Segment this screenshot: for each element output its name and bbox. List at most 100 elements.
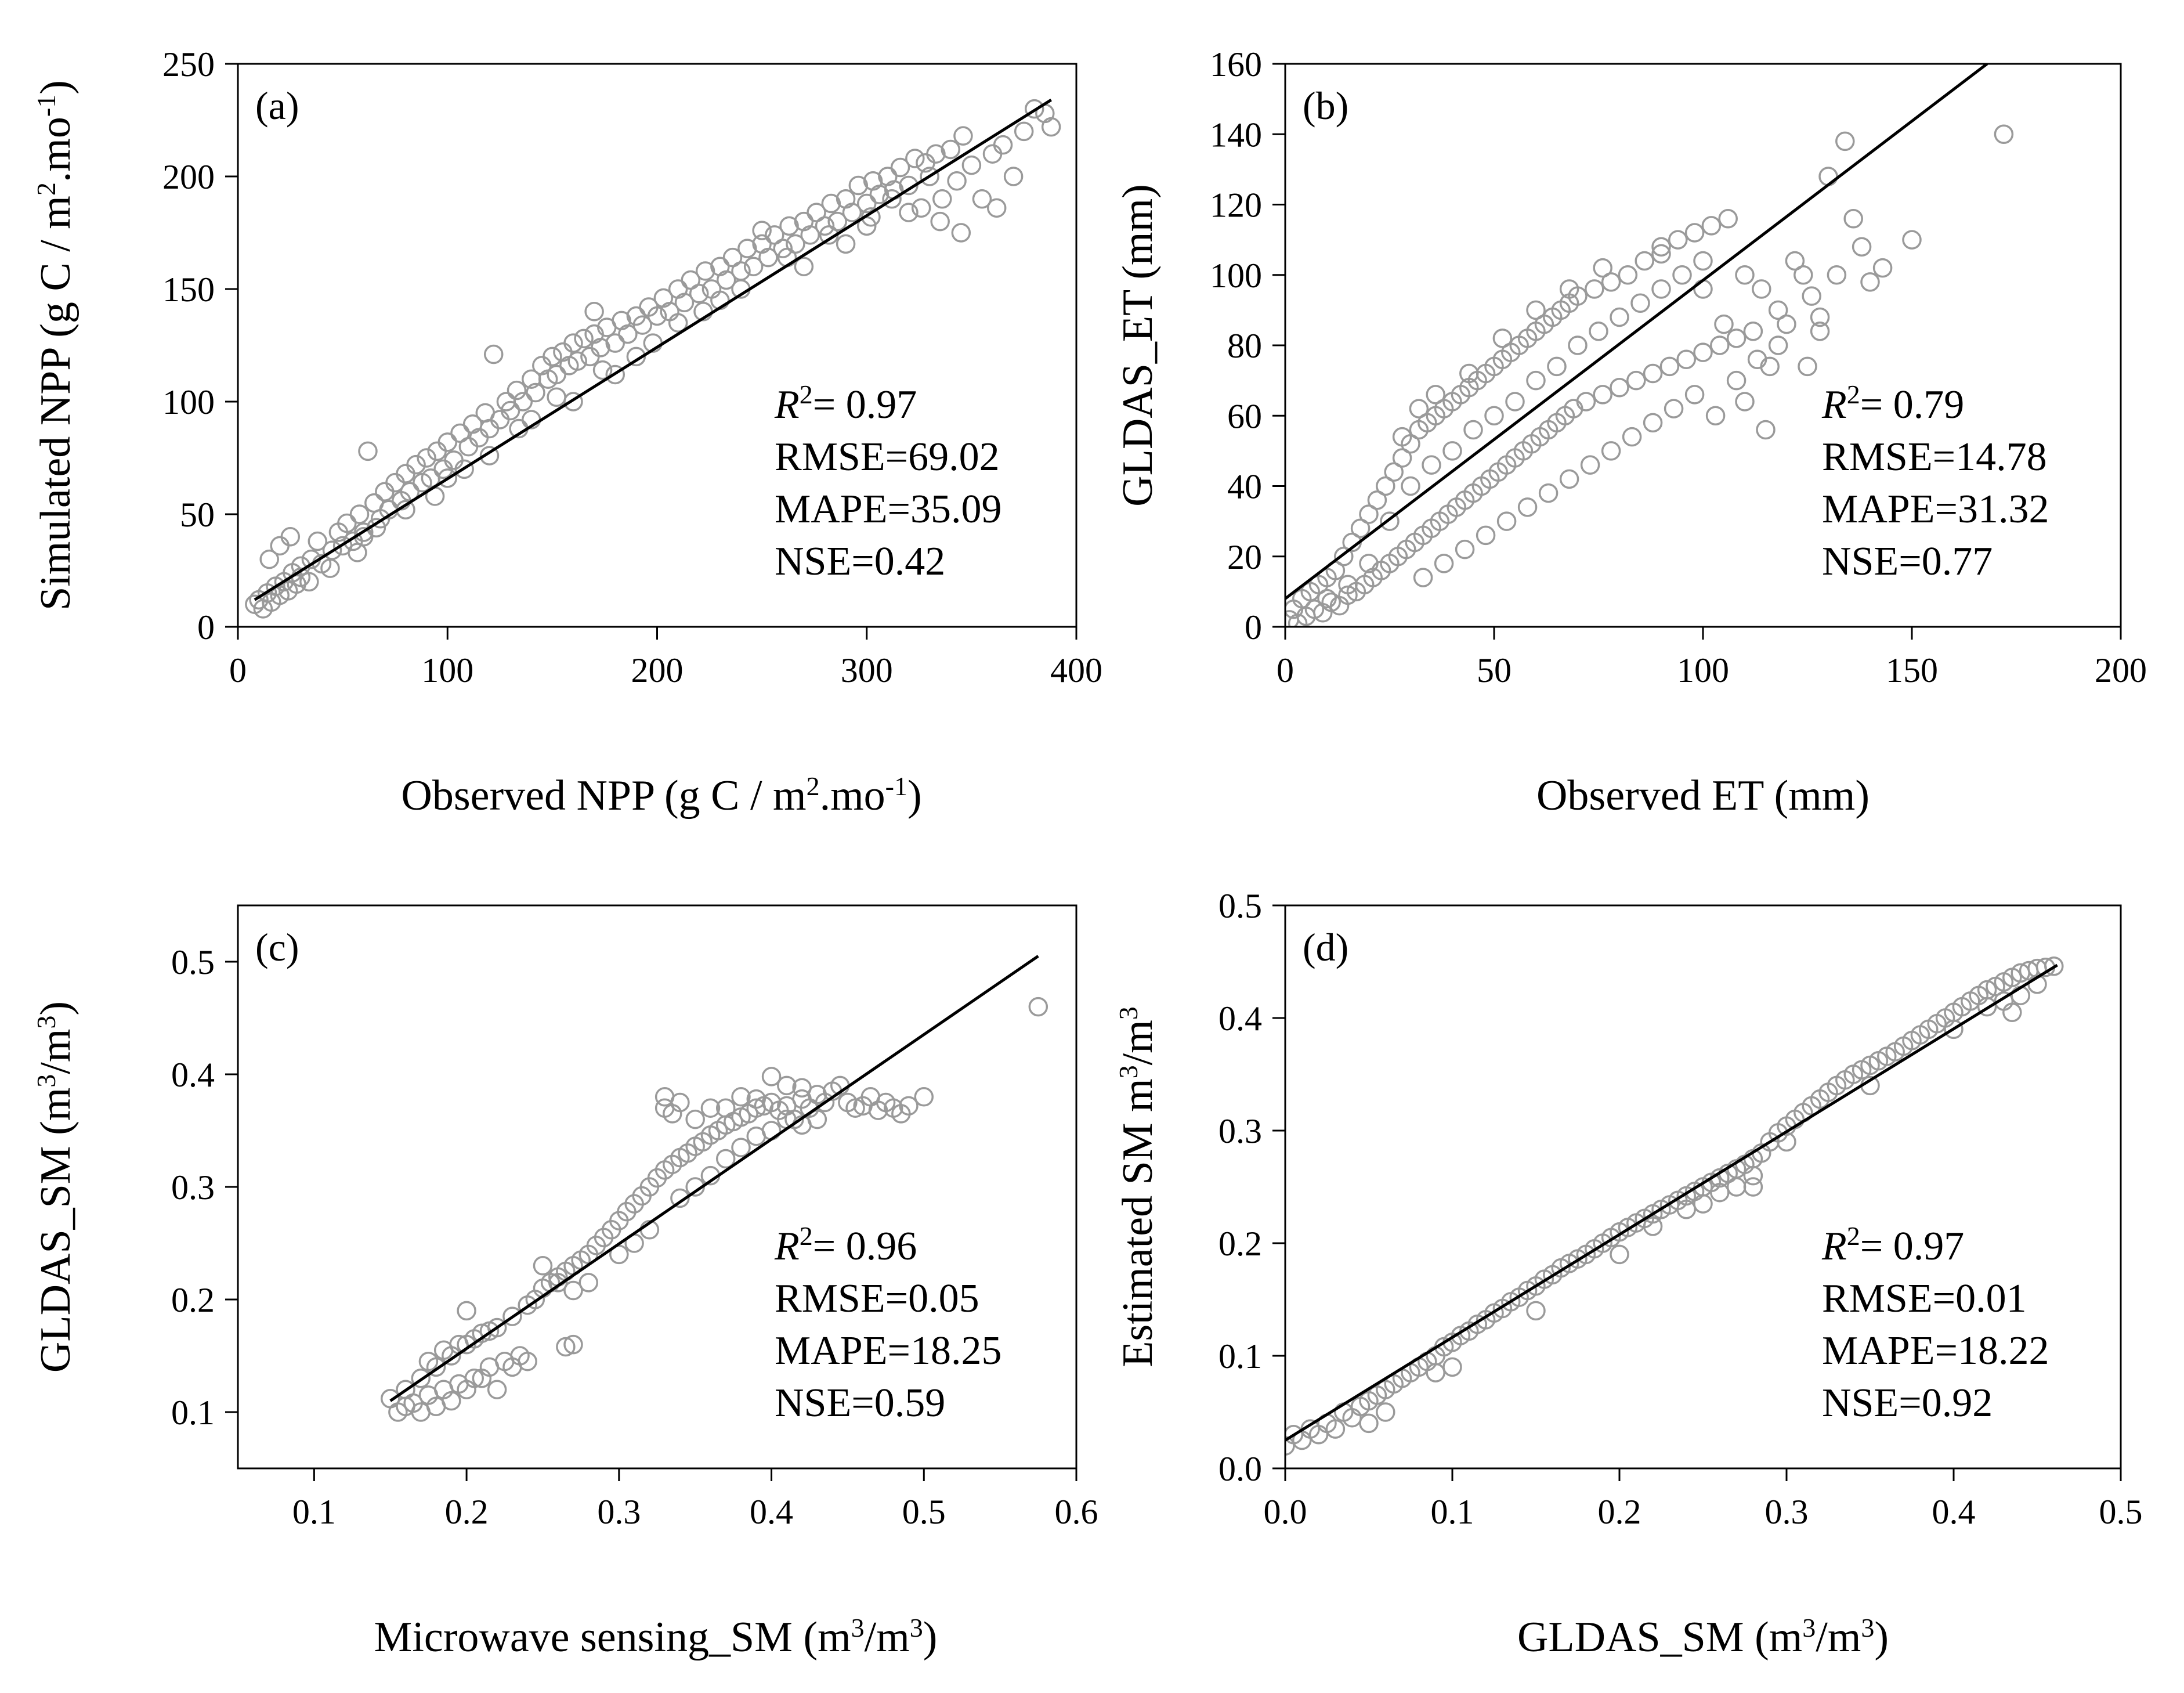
scatter-point <box>618 324 638 344</box>
r-squared-stat: R2= 0.79 <box>1821 380 1964 428</box>
x-tick-label: 0 <box>1277 651 1294 690</box>
scatter-point <box>1777 314 1796 334</box>
x-tick-label: 0.0 <box>1264 1493 1307 1531</box>
scatter-point <box>911 198 931 218</box>
nse-stat: NSE=0.77 <box>1822 539 1993 584</box>
scatter-point <box>1538 483 1559 503</box>
scatter-point <box>1517 497 1538 517</box>
scatter-point <box>469 428 489 447</box>
scatter-point <box>1610 307 1629 327</box>
x-tick-label: 0.4 <box>1932 1493 1976 1531</box>
scatter-point <box>882 189 902 209</box>
scatter-point <box>354 522 374 542</box>
scatter-point <box>848 175 869 196</box>
panel-label: (a) <box>255 84 299 128</box>
scatter-point <box>578 1273 599 1293</box>
scatter-point <box>1025 99 1044 119</box>
scatter-point <box>857 193 877 214</box>
mape-stat: MAPE=31.32 <box>1822 487 2049 532</box>
x-tick-label: 100 <box>421 651 473 690</box>
scatter-point <box>674 293 695 313</box>
scatter-point <box>1756 420 1776 440</box>
y-axis-label: GLDAS_SM (m3/m3) <box>31 1001 80 1373</box>
scatter-point <box>1576 392 1596 411</box>
scatter-point <box>1664 399 1684 418</box>
chart-panel-a: 0 100 200 300 400 0 50 100 150 200 250 (a) Observed … <box>31 45 1103 820</box>
scatter-point <box>1359 1413 1379 1434</box>
scatter-point <box>777 1075 797 1096</box>
scatter-point <box>483 344 504 364</box>
scatter-point <box>1785 251 1805 271</box>
rmse-stat: RMSE=0.01 <box>1822 1276 2027 1321</box>
scatter-point <box>418 1351 439 1371</box>
x-tick-label: 0.5 <box>902 1493 946 1531</box>
scatter-point <box>842 203 862 222</box>
scatter-point <box>836 234 856 254</box>
scatter-point <box>1701 216 1722 236</box>
scatter-point <box>1994 124 2014 144</box>
scatter-point <box>563 1280 583 1301</box>
scatter-point <box>1802 286 1821 306</box>
scatter-point <box>899 203 919 222</box>
x-tick-label: 150 <box>1886 651 1938 690</box>
scatter-point <box>1668 230 1688 250</box>
scatter-point <box>731 1087 751 1107</box>
y-tick-label: 0.2 <box>1218 1225 1262 1263</box>
scatter-point <box>1484 406 1504 425</box>
scatter-point <box>1860 272 1880 292</box>
scatter-point <box>592 360 613 380</box>
scatter-point <box>1735 392 1755 411</box>
scatter-point <box>406 454 426 475</box>
scatter-point <box>1413 568 1433 587</box>
panel-label: (b) <box>1303 84 1348 128</box>
scatter-point <box>1643 363 1663 384</box>
scatter-point <box>792 1078 812 1098</box>
y-tick-label: 100 <box>162 383 215 421</box>
scatter-point <box>821 193 841 214</box>
r-squared-stat: R2= 0.97 <box>774 380 917 428</box>
y-tick-label: 0.1 <box>171 1394 215 1432</box>
x-axis-label: GLDAS_SM (m3/m3) <box>1517 1613 1889 1662</box>
y-tick-label: 50 <box>180 496 215 534</box>
scatter-point <box>337 513 357 533</box>
scatter-point <box>479 418 500 439</box>
scatter-point <box>584 302 604 322</box>
scatter-point <box>961 155 982 175</box>
scatter-point <box>1442 1357 1462 1377</box>
x-tick-label: 100 <box>1677 651 1729 690</box>
scatter-point <box>1496 511 1517 531</box>
scatter-point <box>1014 121 1034 142</box>
scatter-point <box>685 1109 705 1129</box>
scatter-point <box>543 346 562 367</box>
scatter-point <box>1710 1182 1730 1203</box>
x-axis-label: Microwave sensing_SM (m3/m3) <box>374 1613 938 1662</box>
scatter-point <box>1735 265 1755 285</box>
points-group <box>1285 956 2064 1456</box>
scatter-point <box>1726 1177 1747 1197</box>
scatter-point <box>518 1351 537 1371</box>
scatter-point <box>1376 476 1395 496</box>
scatter-point <box>349 504 370 524</box>
scatter-point <box>632 315 652 335</box>
scatter-point <box>845 1098 865 1118</box>
scatter-point <box>1726 329 1747 348</box>
regression-line <box>1285 963 2058 1442</box>
scatter-point <box>761 1067 782 1086</box>
scatter-point <box>437 468 457 488</box>
scatter-point <box>1872 258 1893 278</box>
scatter-point <box>668 279 688 299</box>
chart-panel-c: 0.1 0.2 0.3 0.4 0.5 0.6 0.1 0.2 0.3 0.4 0.5 (c) Micr… <box>31 904 1098 1662</box>
scatter-point <box>1350 518 1371 538</box>
x-tick-label: 400 <box>1050 651 1102 690</box>
scatter-point <box>1651 279 1671 299</box>
panel-label: (d) <box>1303 925 1348 969</box>
regression-line <box>254 98 1052 601</box>
x-tick-label: 0.6 <box>1055 1493 1098 1531</box>
scatter-point <box>951 223 971 243</box>
scatter-point <box>563 333 583 353</box>
x-axis-label: Observed NPP (g C / m2.mo-1) <box>401 771 921 820</box>
scatter-point <box>1568 335 1588 355</box>
scatter-point <box>1714 314 1734 334</box>
r-squared-stat: R2= 0.96 <box>774 1221 917 1269</box>
scatter-point <box>457 1380 476 1399</box>
